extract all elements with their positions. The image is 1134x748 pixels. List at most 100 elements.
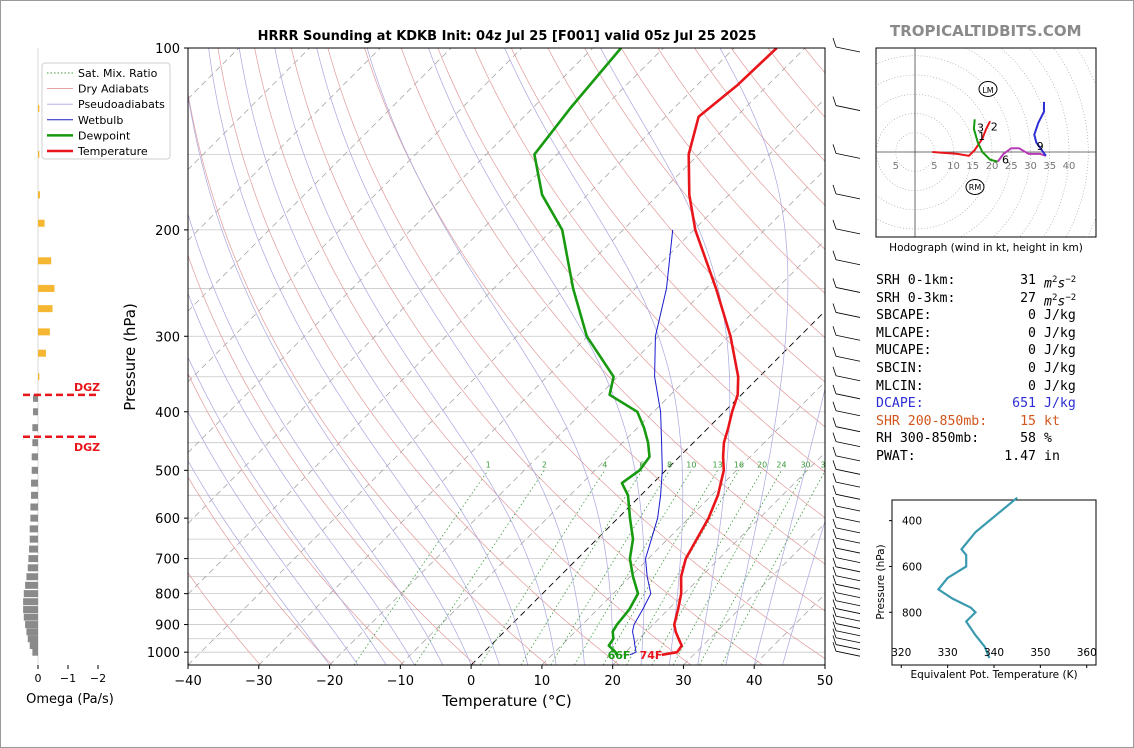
surface-temperature-label: 74F bbox=[640, 649, 663, 662]
hodograph-height-label: 9 bbox=[1037, 140, 1044, 153]
wind-barb bbox=[835, 516, 861, 523]
stat-label: SBCIN: bbox=[876, 360, 924, 376]
wind-barb-flag bbox=[832, 37, 837, 48]
dry-adiabat bbox=[254, 48, 692, 665]
wind-barb bbox=[835, 575, 861, 582]
pseudoadiabat bbox=[719, 48, 789, 665]
wind-barb-flag bbox=[832, 538, 837, 549]
x-tick-label: 50 bbox=[817, 674, 834, 689]
surface-dewpoint-label: 66F bbox=[608, 649, 631, 662]
omega-bar-upward bbox=[38, 150, 40, 158]
hodograph-ring-label: 5 bbox=[893, 161, 899, 172]
pseudoadiabat bbox=[316, 48, 585, 665]
wind-barb bbox=[835, 334, 861, 341]
wind-barb-flag bbox=[832, 496, 837, 507]
y-tick-label: 700 bbox=[155, 553, 180, 568]
theta-e-x-tick-label: 360 bbox=[1077, 647, 1097, 659]
legend-item: Temperature bbox=[77, 145, 148, 158]
omega-bar-downward bbox=[29, 642, 38, 650]
wind-barb-flag bbox=[832, 472, 837, 483]
wind-barb-flag bbox=[832, 583, 837, 593]
omega-bar-downward bbox=[30, 503, 38, 511]
wind-barb-flag bbox=[832, 508, 837, 518]
stat-unit: % bbox=[1044, 431, 1052, 447]
hodograph-segment-9km-plus bbox=[1033, 101, 1047, 157]
wind-barb-flag bbox=[832, 621, 837, 631]
wind-barb bbox=[835, 441, 861, 448]
pseudoadiabat bbox=[188, 460, 330, 665]
stat-row: SHR 200-850mb: 15 kt bbox=[876, 413, 1126, 431]
stat-row: SBCIN: 0 J/kg bbox=[876, 360, 1126, 378]
wind-barb-flag bbox=[832, 642, 837, 652]
dry-adiabat bbox=[327, 48, 825, 660]
omega-bar-downward bbox=[26, 628, 38, 636]
omega-bar-downward bbox=[31, 453, 38, 461]
mixing-ratio-line bbox=[574, 470, 692, 665]
omega-bar-downward bbox=[30, 514, 38, 522]
x-tick-label: 20 bbox=[604, 674, 621, 689]
wind-barb bbox=[835, 228, 861, 235]
stat-value: 1.47 bbox=[1004, 448, 1036, 464]
wind-barb bbox=[835, 153, 861, 159]
wind-barb-flag bbox=[832, 417, 837, 427]
wind-barb-flag bbox=[832, 432, 837, 442]
omega-bar-downward bbox=[23, 598, 38, 606]
hodograph-lm-marker bbox=[978, 81, 998, 97]
hodograph-ring-label: 40 bbox=[1063, 161, 1076, 172]
wind-barb-flag bbox=[832, 219, 837, 230]
y-tick-label: 500 bbox=[155, 464, 180, 479]
stat-label: DCAPE: bbox=[876, 396, 924, 412]
legend: Sat. Mix. Ratio Dry Adiabats Pseudoadiabat… bbox=[41, 62, 171, 160]
pseudoadiabat bbox=[428, 48, 645, 665]
omega-bar-downward bbox=[29, 545, 38, 553]
theta-e-panel: 320 330 340 350 360 400 600 800 Equivalent Pot. … bbox=[875, 496, 1097, 681]
omega-bar-downward bbox=[29, 525, 38, 533]
theta-e-frame bbox=[891, 499, 1097, 666]
dry-adiabat bbox=[437, 48, 825, 519]
wind-barb-flag bbox=[832, 460, 837, 470]
stat-unit: J/kg bbox=[1044, 360, 1076, 376]
stat-label: MUCAPE: bbox=[876, 343, 932, 359]
mixing-ratio-line bbox=[520, 470, 643, 665]
omega-bar-upward bbox=[38, 328, 50, 336]
wind-barb bbox=[835, 637, 861, 644]
mixing-ratio-label: 30 bbox=[800, 460, 810, 469]
wind-barb-flag bbox=[832, 485, 837, 495]
x-tick-label: −30 bbox=[245, 674, 272, 689]
stat-value: 27 bbox=[1020, 290, 1036, 306]
pseudoadiabat bbox=[753, 386, 825, 665]
stat-unit: J/kg bbox=[1044, 343, 1076, 359]
omega-tick-label: −2 bbox=[90, 672, 106, 685]
wind-barb-flag bbox=[832, 347, 837, 357]
isotherm-line bbox=[541, 381, 825, 665]
omega-bar-downward bbox=[23, 590, 38, 598]
wind-barb bbox=[835, 623, 861, 629]
pseudoadiabat bbox=[274, 48, 557, 665]
mixing-ratio-line bbox=[651, 470, 763, 665]
stat-row: SBCAPE: 0 J/kg bbox=[876, 307, 1126, 325]
wind-barb bbox=[835, 615, 861, 622]
omega-bar-downward bbox=[25, 621, 38, 629]
x-tick-label: 40 bbox=[746, 674, 763, 689]
hodograph-height-label: 6 bbox=[1002, 153, 1009, 166]
mixing-ratio-label: 13 bbox=[713, 460, 723, 469]
stat-label: SBCAPE: bbox=[876, 308, 932, 324]
dry-adiabat bbox=[400, 48, 825, 565]
mixing-ratio-line bbox=[414, 470, 545, 665]
stat-value: 58 bbox=[1020, 431, 1036, 447]
wetbulb-line bbox=[629, 229, 674, 656]
wind-barb bbox=[835, 355, 861, 362]
wind-barb bbox=[835, 505, 861, 512]
wind-barb bbox=[835, 583, 861, 590]
wind-barb bbox=[835, 527, 861, 534]
stat-row: PWAT: 1.47 in bbox=[876, 448, 1126, 466]
mixing-ratio-line bbox=[353, 470, 489, 665]
hodograph-frame bbox=[875, 47, 1097, 238]
wind-barb bbox=[835, 566, 861, 573]
omega-bar-downward bbox=[33, 408, 38, 416]
mixing-ratio-line bbox=[550, 470, 670, 665]
stat-label: SRH 0-3km: bbox=[876, 290, 956, 306]
isotherm-line bbox=[329, 169, 825, 665]
mixing-ratio-label: 10 bbox=[686, 460, 696, 469]
wind-barb-flag bbox=[832, 384, 837, 394]
